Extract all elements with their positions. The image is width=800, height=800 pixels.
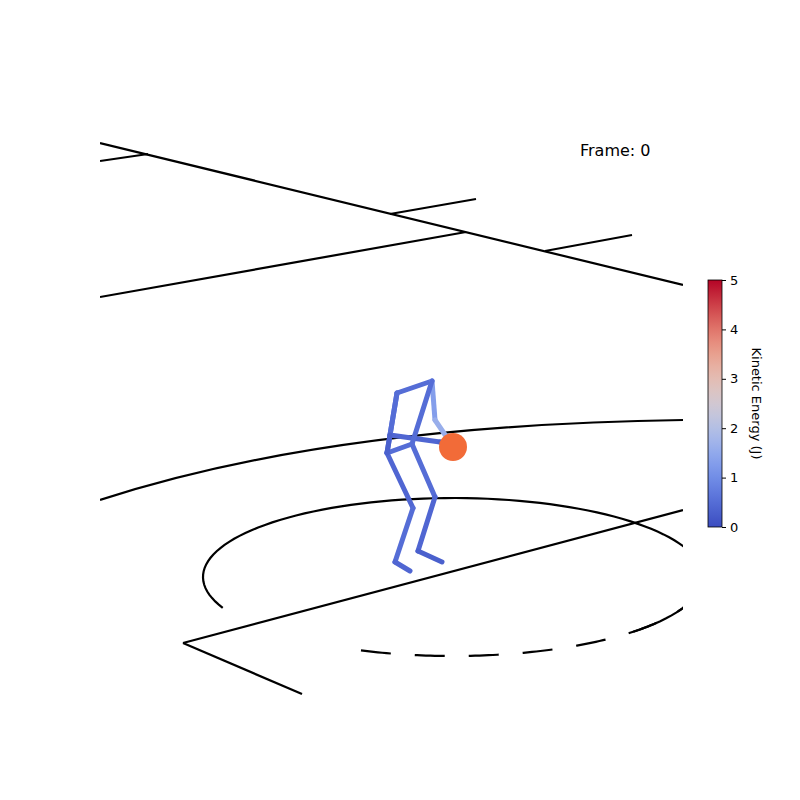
tick-label: 1 — [730, 470, 738, 485]
tick-label: 0 — [730, 520, 738, 535]
court-line — [100, 232, 466, 297]
court-line — [545, 235, 632, 251]
tick-label: 3 — [730, 371, 738, 386]
tick: 4 — [722, 322, 738, 337]
tick-mark — [722, 428, 726, 429]
tick-mark — [722, 329, 726, 330]
colorbar-axis: 0 1 2 3 4 5 — [722, 273, 738, 535]
bone — [387, 453, 413, 508]
bone — [395, 508, 413, 562]
tick-label: 2 — [730, 421, 738, 436]
tick: 3 — [722, 371, 738, 386]
bone — [418, 551, 442, 562]
tick: 0 — [722, 520, 738, 535]
tick: 5 — [722, 273, 738, 288]
bone — [395, 562, 410, 571]
court — [100, 143, 683, 694]
court-line — [390, 199, 476, 214]
tick: 1 — [722, 470, 738, 485]
ball — [439, 433, 467, 461]
bone — [418, 497, 435, 551]
skeleton — [387, 381, 467, 571]
tick: 2 — [722, 421, 738, 436]
court-line — [183, 510, 683, 643]
bone — [412, 444, 435, 497]
tick-mark — [722, 280, 726, 281]
tick-label: 5 — [730, 273, 738, 288]
frame-label: Frame: 0 — [580, 141, 651, 160]
tick-mark — [722, 478, 726, 479]
court-line — [100, 143, 683, 285]
colorbar: 0 1 2 3 4 5 Kinetic Energy (J) — [708, 273, 764, 535]
court-circle-dashed — [361, 589, 683, 656]
tick-mark — [722, 379, 726, 380]
bone — [387, 393, 397, 453]
court-circle — [203, 498, 683, 632]
bone — [412, 381, 432, 444]
colorbar-label: Kinetic Energy (J) — [749, 348, 764, 460]
colorbar-axis-line — [723, 281, 727, 528]
tick-label: 4 — [730, 322, 738, 337]
figure: Frame: 0 0 1 2 3 4 5 Kinetic Energy (J) — [0, 0, 800, 800]
bone — [387, 435, 390, 453]
court-line — [100, 154, 148, 161]
tick-mark — [722, 527, 726, 528]
court-line — [183, 643, 302, 694]
colorbar-gradient — [708, 280, 722, 527]
